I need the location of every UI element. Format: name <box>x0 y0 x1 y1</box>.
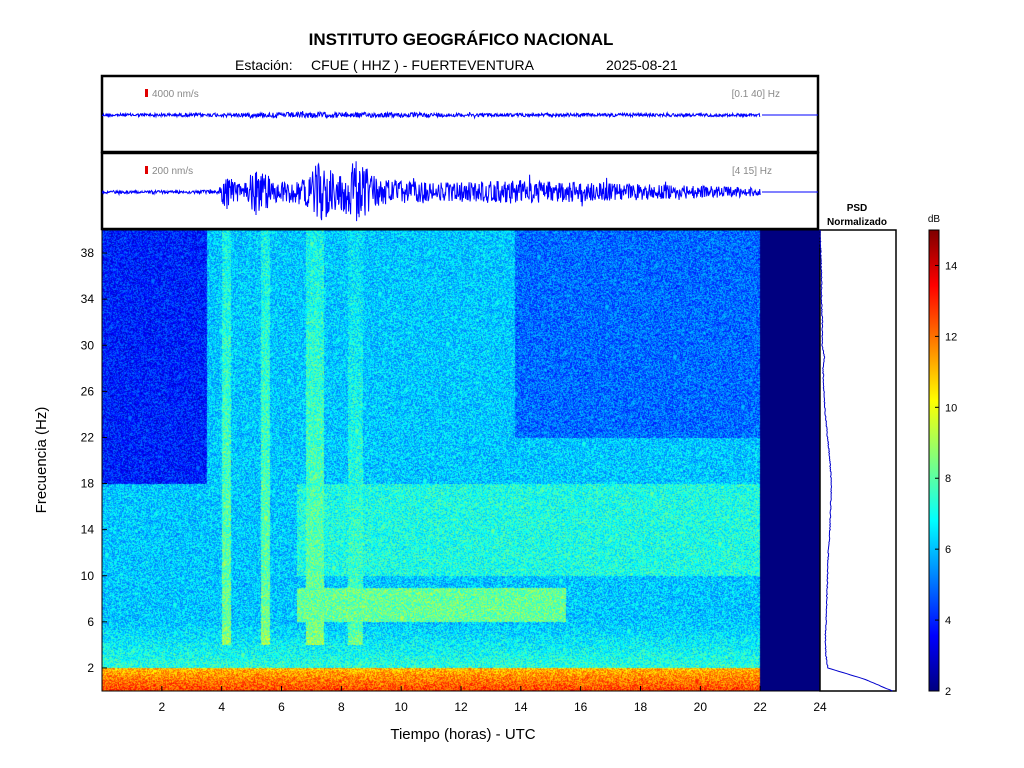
spectrogram-panel: 2 4 6 8 10 12 14 16 18 20 22 24 261014182226303438 … <box>33 229 827 743</box>
scale-bar-2 <box>145 166 148 174</box>
x-tick-label: 20 <box>694 700 708 714</box>
y-tick-label: 30 <box>81 338 95 352</box>
y-tick-label: 26 <box>81 384 95 398</box>
colorbar-tick-label: 12 <box>945 331 957 343</box>
seismogram-panel-filtered: 200 nm/s [4 15] Hz <box>100 151 820 231</box>
date-label: 2025-08-21 <box>606 57 678 73</box>
scale-label-1: 4000 nm/s <box>152 89 199 100</box>
psd-panel: PSD Normalizado <box>819 203 897 692</box>
scale-bar-1 <box>145 89 148 97</box>
page-title: INSTITUTO GEOGRÁFICO NACIONAL <box>309 30 614 49</box>
colorbar-tick-label: 8 <box>945 473 951 485</box>
station-prefix: Estación: <box>235 57 293 73</box>
scale-label-2: 200 nm/s <box>152 166 193 177</box>
y-tick-label: 34 <box>81 292 95 306</box>
colorbar-gradient <box>928 229 940 692</box>
colorbar-tick-label: 10 <box>945 402 957 414</box>
x-axis-label: Tiempo (horas) - UTC <box>390 726 535 743</box>
seismogram-2-trace <box>101 161 761 222</box>
colorbar-tick-label: 2 <box>945 686 951 698</box>
seismogram-1-trace <box>101 110 761 120</box>
y-tick-label: 2 <box>87 661 94 675</box>
colorbar: dB 2 4 6 8 10 12 14 <box>928 214 957 698</box>
x-tick-label: 2 <box>158 700 165 714</box>
x-tick-label: 6 <box>278 700 285 714</box>
x-tick-label: 14 <box>514 700 528 714</box>
x-tick-label: 18 <box>634 700 648 714</box>
colorbar-tick-label: 4 <box>945 615 951 627</box>
psd-line <box>819 230 893 692</box>
x-tick-label: 10 <box>394 700 408 714</box>
y-tick-label: 14 <box>81 523 95 537</box>
y-tick-label: 18 <box>81 477 95 491</box>
x-tick-label: 8 <box>338 700 345 714</box>
colorbar-tick-label: 6 <box>945 544 951 556</box>
station-name: CFUE ( HHZ ) - FUERTEVENTURA <box>311 57 535 73</box>
psd-title-2: Normalizado <box>827 217 887 228</box>
filter-label-1: [0.1 40] Hz <box>732 89 780 100</box>
colorbar-label: dB <box>928 214 941 225</box>
filter-label-2: [4 15] Hz <box>732 166 772 177</box>
colorbar-tick-label: 14 <box>945 260 957 272</box>
spectrogram-image-holder <box>102 230 820 691</box>
x-tick-label: 24 <box>813 700 827 714</box>
y-tick-label: 10 <box>81 569 95 583</box>
psd-frame <box>819 229 897 692</box>
seismogram-panel-broadband: 4000 nm/s [0.1 40] Hz <box>100 74 820 154</box>
y-axis-label: Frecuencia (Hz) <box>33 407 50 514</box>
x-tick-label: 12 <box>454 700 468 714</box>
y-tick-label: 38 <box>81 246 95 260</box>
y-tick-label: 6 <box>87 615 94 629</box>
y-tick-label: 22 <box>81 430 95 444</box>
psd-title-1: PSD <box>847 203 868 214</box>
x-tick-label: 4 <box>218 700 225 714</box>
x-axis: 2 4 6 8 10 12 14 16 18 20 22 24 <box>158 686 827 714</box>
x-tick-label: 16 <box>574 700 588 714</box>
x-tick-label: 22 <box>753 700 767 714</box>
spectrogram-image <box>102 230 820 691</box>
